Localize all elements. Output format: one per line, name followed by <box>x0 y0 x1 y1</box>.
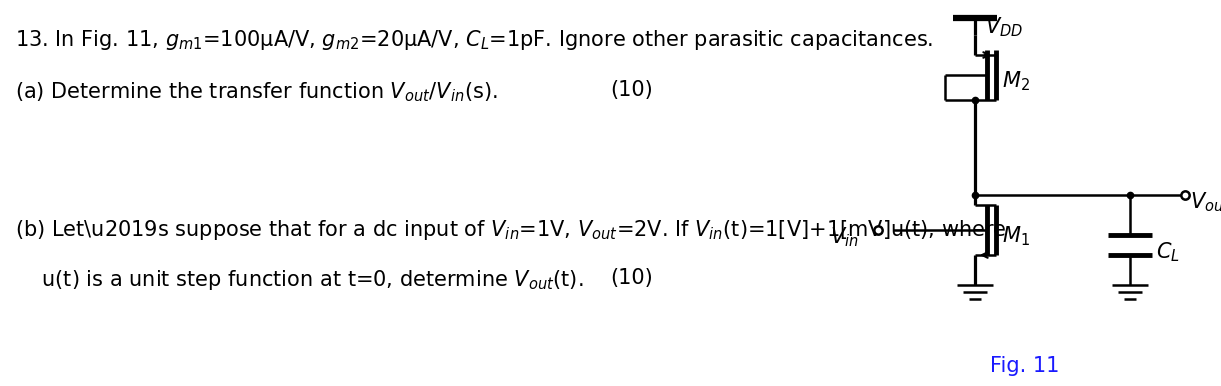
Text: $M_1$: $M_1$ <box>1002 224 1029 247</box>
Text: $M_2$: $M_2$ <box>1002 69 1029 93</box>
Text: (10): (10) <box>610 80 653 100</box>
Text: u(t) is a unit step function at t=0, determine $V_{out}$(t).: u(t) is a unit step function at t=0, det… <box>15 268 584 292</box>
Text: (a) Determine the transfer function $V_{out}$/$V_{in}$(s).: (a) Determine the transfer function $V_{… <box>15 80 497 103</box>
Text: $V_{out}$: $V_{out}$ <box>1190 190 1221 213</box>
Text: Fig. 11: Fig. 11 <box>990 356 1060 376</box>
Text: (b) Let\u2019s suppose that for a dc input of $V_{in}$=1V, $V_{out}$=2V. If $V_{: (b) Let\u2019s suppose that for a dc inp… <box>15 218 1006 242</box>
Text: $C_L$: $C_L$ <box>1156 240 1179 264</box>
Text: 13. In Fig. 11, $g_{m1}$=100μA/V, $g_{m2}$=20μA/V, $C_L$=1pF. Ignore other paras: 13. In Fig. 11, $g_{m1}$=100μA/V, $g_{m2… <box>15 28 933 52</box>
Text: $V_{DD}$: $V_{DD}$ <box>985 15 1023 39</box>
Text: $V_{in}$: $V_{in}$ <box>830 225 858 249</box>
Text: (10): (10) <box>610 268 653 288</box>
